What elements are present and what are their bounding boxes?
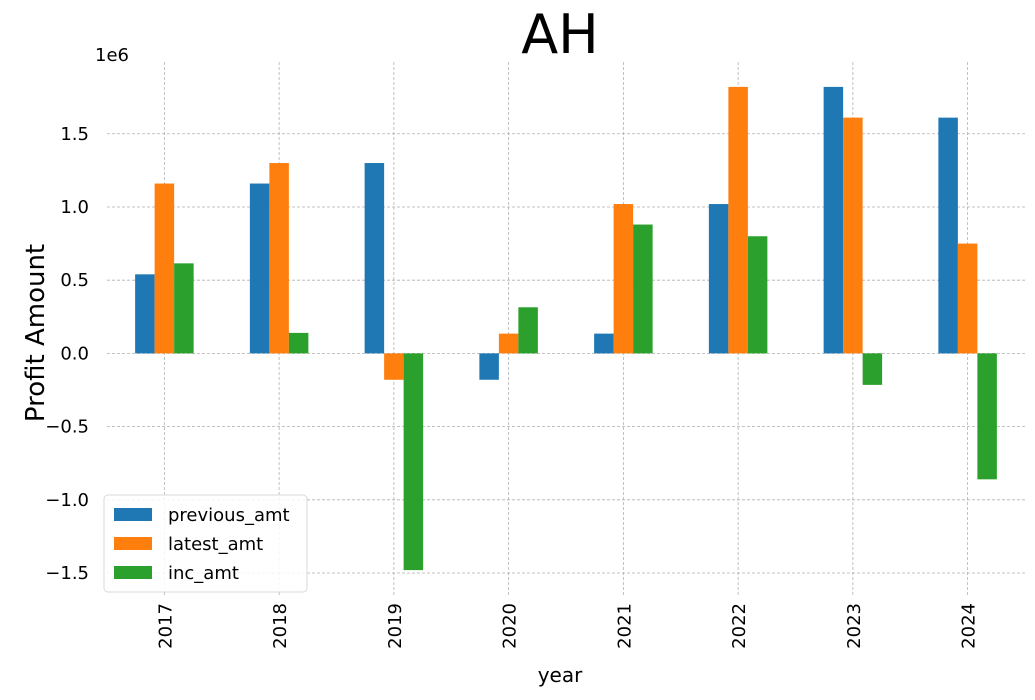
bar-latest_amt: [728, 86, 748, 354]
legend-box: [103, 494, 308, 593]
x-tick-label: 2019: [385, 603, 406, 649]
bar-previous_amt: [135, 274, 155, 354]
bar-latest_amt: [498, 333, 519, 354]
y-tick-label: −1.0: [45, 490, 89, 511]
y-tick-label: −0.5: [45, 417, 89, 438]
y-axis-label: Profit Amount: [21, 244, 51, 422]
x-axis-label: year: [538, 663, 583, 687]
bar-inc_amt: [403, 353, 424, 571]
legend-swatch: [114, 566, 152, 579]
x-tick-label: 2022: [729, 603, 750, 649]
bar-latest_amt: [384, 353, 404, 380]
x-tick-label: 2023: [844, 603, 865, 649]
bar-inc_amt: [518, 307, 538, 354]
x-tick-label: 2018: [270, 603, 291, 649]
bar-latest_amt: [154, 183, 175, 354]
bar-inc_amt: [174, 263, 194, 354]
y-axis-scale-label: 1e6: [95, 45, 129, 66]
y-tick-label: 1.5: [60, 124, 89, 145]
bar-inc_amt: [288, 332, 309, 354]
legend-label: previous_amt: [168, 505, 290, 526]
legend-label: latest_amt: [168, 534, 263, 555]
legend-swatch: [114, 508, 152, 521]
bar-previous_amt: [249, 183, 270, 354]
y-tick-label: 1.0: [60, 197, 89, 218]
x-axis-ticks: 2017 2018 2019 2020 2021 2022 2023 2024: [155, 603, 979, 649]
bar-latest_amt: [957, 243, 978, 354]
legend-swatch: [114, 537, 152, 550]
bar-latest_amt: [613, 204, 634, 354]
bar-previous_amt: [364, 163, 385, 354]
y-tick-label: 0.0: [60, 343, 89, 364]
y-tick-label: 0.5: [60, 270, 89, 291]
bar-previous_amt: [708, 204, 729, 354]
chart-title: AH: [521, 3, 599, 66]
bar-previous_amt: [479, 353, 499, 380]
legend: previous_amt latest_amt inc_amt: [103, 494, 308, 593]
bar-inc_amt: [747, 236, 768, 354]
bar-inc_amt: [633, 224, 653, 354]
bar-previous_amt: [938, 117, 958, 354]
x-tick-label: 2024: [959, 603, 980, 649]
bar-inc_amt: [977, 353, 997, 480]
x-tick-label: 2021: [614, 603, 635, 649]
bar-previous_amt: [823, 86, 844, 354]
bar-inc_amt: [862, 353, 883, 385]
x-tick-label: 2017: [155, 603, 176, 649]
bar-latest_amt: [269, 163, 289, 354]
bars: [135, 86, 997, 571]
legend-label: inc_amt: [168, 563, 239, 584]
y-axis-ticks: −1.5 −1.0 −0.5 0.0 0.5 1.0 1.5: [45, 124, 89, 584]
bar-previous_amt: [594, 333, 614, 354]
x-tick-label: 2020: [500, 603, 521, 649]
bar-latest_amt: [843, 117, 863, 354]
y-tick-label: −1.5: [45, 563, 89, 584]
